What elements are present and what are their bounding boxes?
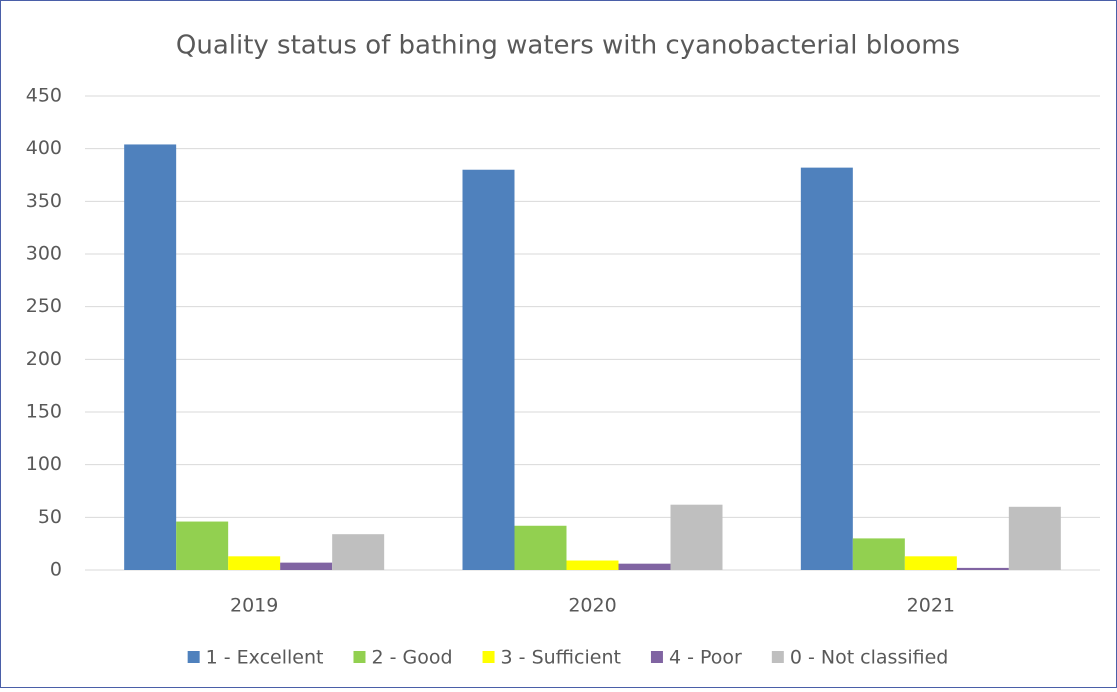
bar xyxy=(852,538,905,570)
legend-swatch xyxy=(771,651,784,663)
y-tick-label: 150 xyxy=(26,401,62,423)
bar xyxy=(904,556,957,570)
legend-label: 3 - Sufficient xyxy=(501,647,621,669)
chart-title: Quality status of bathing waters with cy… xyxy=(176,31,960,61)
x-tick-label: 2020 xyxy=(568,595,616,617)
y-tick-label: 350 xyxy=(26,190,62,212)
y-tick-label: 0 xyxy=(50,559,62,581)
legend-label: 2 - Good xyxy=(371,647,452,669)
x-tick-label: 2021 xyxy=(907,595,955,617)
y-tick-label: 200 xyxy=(26,348,62,370)
x-tick-label: 2019 xyxy=(230,595,278,617)
bar xyxy=(280,562,333,570)
bar xyxy=(462,169,515,570)
y-tick-label: 300 xyxy=(26,243,62,265)
bar xyxy=(1008,506,1061,570)
bar xyxy=(566,560,619,570)
y-tick-label: 250 xyxy=(26,295,62,317)
bar xyxy=(956,567,1009,570)
legend-swatch xyxy=(482,651,495,663)
y-tick-label: 100 xyxy=(26,453,62,475)
y-tick-label: 450 xyxy=(26,85,62,107)
bar xyxy=(800,167,853,571)
legend-swatch xyxy=(353,651,366,663)
legend-swatch xyxy=(650,651,663,663)
bar xyxy=(228,556,281,570)
legend-swatch xyxy=(187,651,200,663)
bar xyxy=(124,144,177,570)
bar xyxy=(670,504,723,570)
legend-label: 0 - Not classified xyxy=(790,647,949,669)
legend-label: 4 - Poor xyxy=(669,647,742,669)
bar xyxy=(176,521,229,570)
bar xyxy=(332,534,385,570)
y-tick-label: 400 xyxy=(26,137,62,159)
y-tick-label: 50 xyxy=(38,506,62,528)
legend-label: 1 - Excellent xyxy=(206,647,324,669)
bar xyxy=(618,563,671,570)
bar xyxy=(514,525,567,570)
